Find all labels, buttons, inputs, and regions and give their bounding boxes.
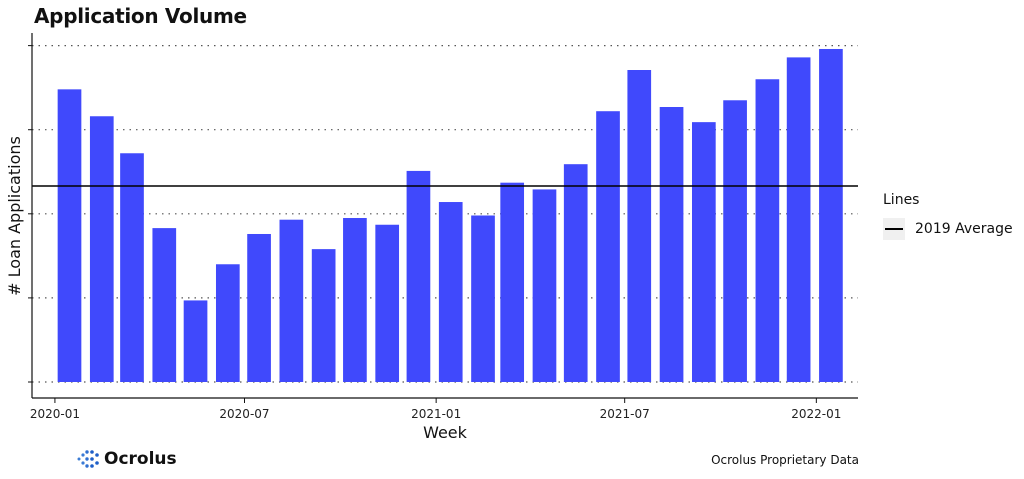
- bar: [120, 153, 144, 382]
- legend-title: Lines: [883, 192, 920, 208]
- x-tick-label: 2022-01: [791, 407, 841, 421]
- ocrolus-logo: Ocrolus: [76, 449, 177, 469]
- bar: [215, 264, 240, 382]
- bar: [311, 249, 336, 382]
- bar: [755, 79, 780, 382]
- bar: [819, 48, 843, 383]
- x-tick-label: 2021-07: [600, 407, 650, 421]
- data-source-note: Ocrolus Proprietary Data: [711, 453, 859, 467]
- bar: [406, 170, 431, 382]
- bar: [279, 219, 304, 382]
- bar: [343, 218, 367, 382]
- y-axis-label: # Loan Applications: [5, 136, 24, 296]
- bar: [183, 300, 208, 382]
- x-tick-label: 2021-01: [411, 407, 461, 421]
- bar: [563, 164, 588, 382]
- bar: [500, 182, 525, 382]
- x-tick-label: 2020-07: [219, 407, 269, 421]
- legend-item-2019-average: 2019 Average: [883, 218, 1013, 240]
- x-axis-label: Week: [423, 423, 468, 442]
- chart-title: Application Volume: [34, 4, 247, 28]
- bar: [627, 70, 652, 382]
- legend-item-label: 2019 Average: [915, 221, 1013, 237]
- legend-line-key-icon: [883, 218, 905, 240]
- bar: [659, 107, 684, 382]
- logo-text: Ocrolus: [104, 449, 177, 469]
- bar: [532, 189, 557, 382]
- bar: [247, 233, 271, 382]
- bar: [57, 89, 82, 383]
- bar: [152, 228, 177, 382]
- bar: [596, 111, 620, 382]
- bar: [786, 57, 811, 383]
- bar: [723, 100, 747, 383]
- bar: [471, 215, 495, 382]
- bar: [375, 224, 400, 382]
- legend: Lines 2019 Average: [883, 192, 1013, 240]
- x-tick-label: 2020-01: [30, 407, 80, 421]
- bar: [691, 122, 716, 383]
- ocrolus-dots-logo-icon: [77, 450, 99, 468]
- bar: [89, 116, 114, 382]
- bar: [438, 202, 463, 382]
